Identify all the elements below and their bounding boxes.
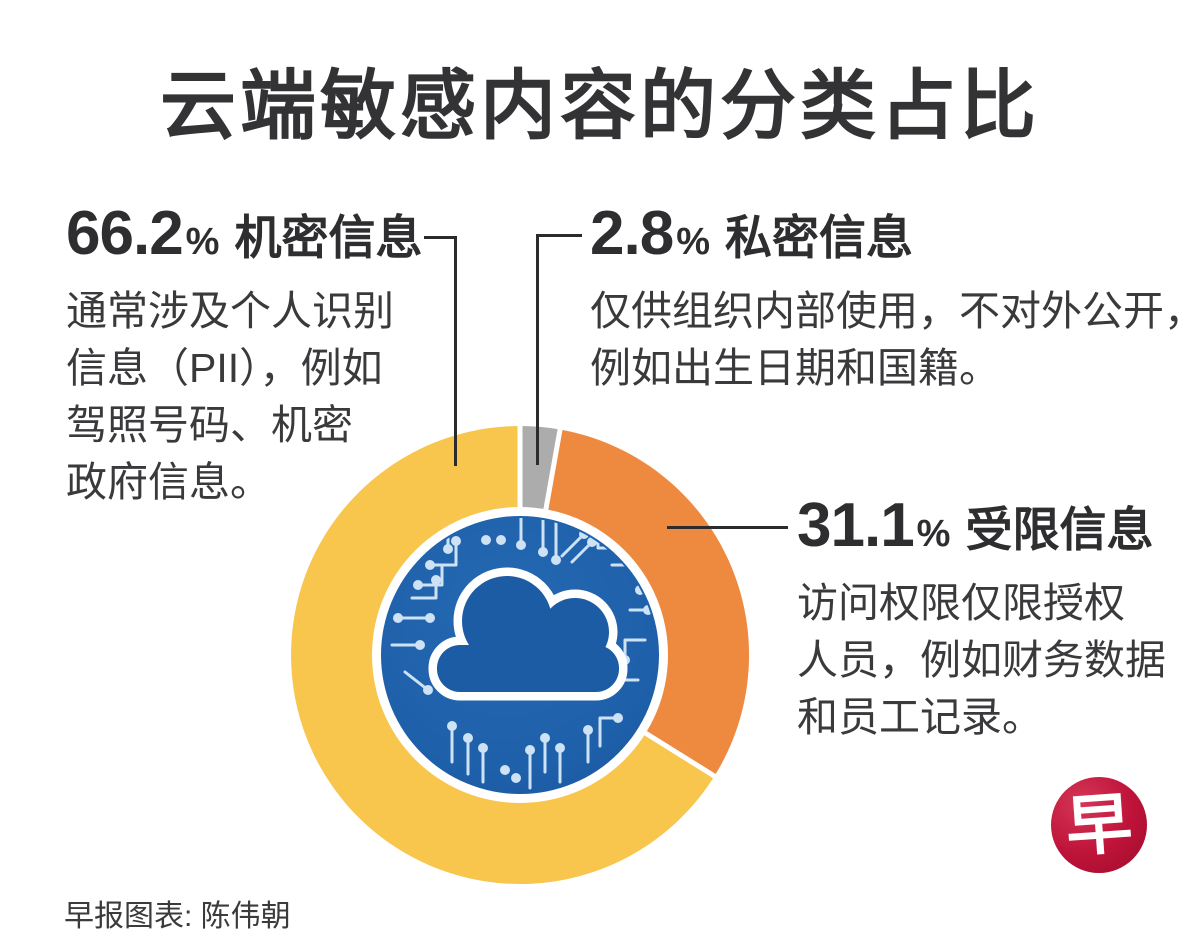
connector-private-vertical [536,234,539,465]
connector-confidential-vertical [454,236,457,466]
confidential-description: 通常涉及个人识别 信息（PII），例如 驾照号码、机密 政府信息。 [66,288,394,505]
credits: 早报图表: 陈伟朝 资料来源: Tenable [64,804,306,940]
callout-private-headline: 2.8 % 私密信息 [590,198,1200,269]
restricted-percent-sign: % [916,513,951,555]
private-label: 私密信息 [725,211,913,264]
private-value: 2.8 [590,199,674,268]
connector-restricted-horizontal [667,526,788,529]
callout-confidential-headline: 66.2 % 机密信息 [66,198,422,269]
restricted-label: 受限信息 [965,503,1154,556]
zaobao-logo-char: 早 [1063,783,1135,867]
cloud-circuit-icon [428,567,628,701]
callout-restricted: 31.1 % 受限信息 访问权限仅限授权 人员，例如财务数据 和员工记录。 [797,490,1166,746]
callout-restricted-headline: 31.1 % 受限信息 [797,490,1166,561]
confidential-percent-sign: % [185,221,220,263]
private-description: 仅供组织内部使用，不对外公开， 例如出生日期和国籍。 [590,288,1200,391]
confidential-value: 66.2 [66,199,184,268]
callout-private: 2.8 % 私密信息 仅供组织内部使用，不对外公开， 例如出生日期和国籍。 [590,198,1200,397]
chart-credit: 早报图表: 陈伟朝 [64,900,291,933]
zaobao-logo: 早 [1051,777,1147,873]
confidential-label: 机密信息 [234,211,423,264]
private-percent-sign: % [676,221,710,263]
restricted-description: 访问权限仅限授权 人员，例如财务数据 和员工记录。 [797,580,1166,740]
restricted-value: 31.1 [797,491,915,560]
callout-confidential: 66.2 % 机密信息 通常涉及个人识别 信息（PII），例如 驾照号码、机密 … [66,198,422,511]
page-title: 云端敏感内容的分类占比 [160,64,1040,149]
connector-private-horizontal [536,234,582,237]
connector-confidential-horizontal [424,236,457,239]
